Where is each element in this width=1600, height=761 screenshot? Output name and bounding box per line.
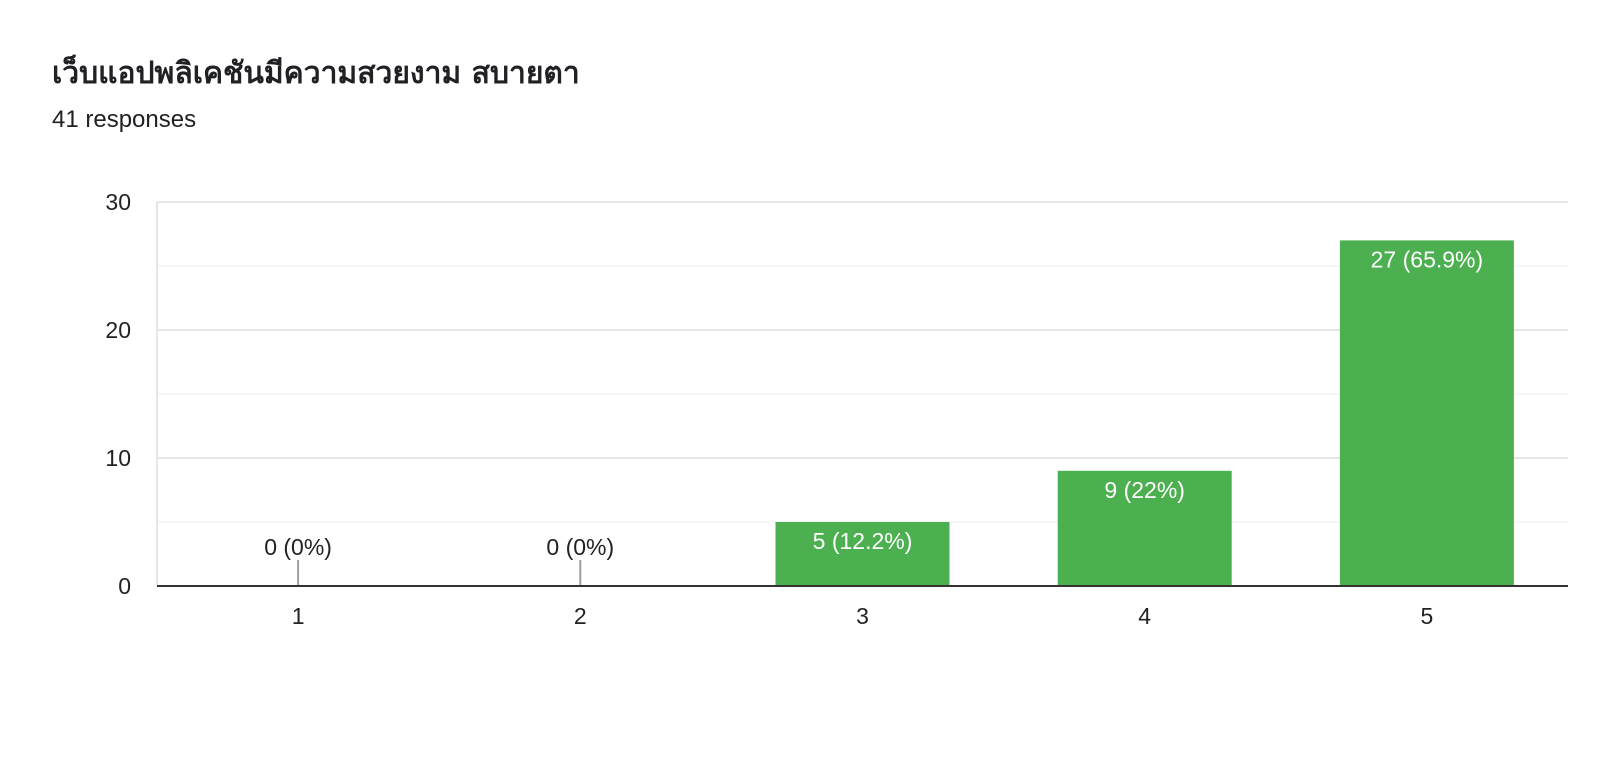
data-labels: 0 (0%) 0 (0%) 5 (12.2%) 9 (22%) 27 (65.9%) — [264, 246, 1483, 560]
data-label: 0 (0%) — [264, 534, 332, 560]
grid-lines — [156, 201, 1568, 586]
data-label: 9 (22%) — [1104, 477, 1185, 503]
y-tick-label: 30 — [105, 189, 131, 215]
data-label: 27 (65.9%) — [1371, 246, 1484, 272]
x-tick-label: 1 — [292, 603, 305, 629]
question-title: เว็บแอปพลิเคชันมีความสวยงาม สบายตา — [52, 56, 580, 91]
y-tick-label: 10 — [105, 445, 131, 471]
x-tick-label: 2 — [574, 603, 587, 629]
y-tick-label: 20 — [105, 317, 131, 343]
x-tick-label: 3 — [856, 603, 869, 629]
response-count: 41 responses — [52, 106, 197, 133]
data-label: 0 (0%) — [546, 534, 614, 560]
bars — [297, 240, 1514, 586]
bar-5 — [1339, 240, 1514, 586]
bar-3 — [775, 522, 950, 586]
y-tick-label: 0 — [118, 573, 131, 599]
x-tick-label: 4 — [1138, 603, 1151, 629]
axes: 0 10 20 30 1 2 3 4 5 — [105, 189, 1568, 629]
data-label: 5 (12.2%) — [813, 528, 913, 554]
x-tick-label: 5 — [1421, 603, 1434, 629]
bar-4 — [1057, 470, 1232, 586]
